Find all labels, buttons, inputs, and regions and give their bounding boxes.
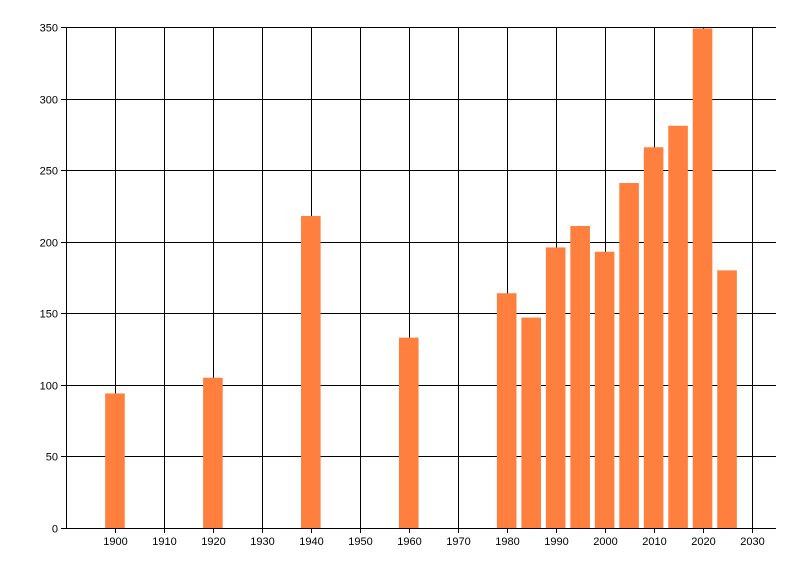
bar — [717, 270, 737, 528]
bar — [594, 251, 615, 528]
x-tick-label: 1990 — [544, 536, 568, 548]
x-tick-label: 1920 — [201, 536, 225, 548]
y-tick-label: 100 — [40, 381, 58, 393]
bar — [570, 225, 590, 528]
bar — [398, 337, 419, 528]
bar — [643, 147, 664, 529]
bar — [496, 293, 517, 528]
y-tick-label: 150 — [40, 309, 58, 321]
y-tick-label: 250 — [40, 166, 58, 178]
x-tick-label: 1900 — [103, 536, 127, 548]
bar — [203, 377, 223, 528]
bar — [545, 247, 566, 528]
bar — [105, 393, 125, 528]
x-tick-label: 2030 — [740, 536, 764, 548]
x-tick-label: 1930 — [250, 536, 274, 548]
bar — [619, 183, 639, 529]
x-tick-labels: 1900 1910 1920 1930 1940 1950 1960 1970 1980 1990… — [103, 536, 764, 548]
x-tick-label: 1940 — [299, 536, 323, 548]
bar — [668, 125, 688, 529]
y-tick-label: 350 — [40, 23, 58, 35]
y-tick-label: 0 — [52, 524, 58, 536]
x-tick-label: 2000 — [593, 536, 617, 548]
x-tick-label: 2020 — [691, 536, 715, 548]
bar — [521, 317, 541, 528]
bar — [692, 28, 713, 529]
y-tick-labels: 0 50 100 150 200 250 300 350 — [40, 23, 58, 536]
x-tick-label: 1970 — [446, 536, 470, 548]
y-tick-label: 50 — [46, 452, 58, 464]
bar — [301, 215, 321, 528]
x-tick-label: 1960 — [397, 536, 421, 548]
bars — [105, 28, 737, 529]
x-tick-label: 1980 — [495, 536, 519, 548]
y-tick-label: 200 — [40, 238, 58, 250]
x-tick-label: 1950 — [348, 536, 372, 548]
y-tick-label: 300 — [40, 95, 58, 107]
axes — [61, 27, 776, 533]
x-tick-label: 2010 — [642, 536, 666, 548]
x-tick-label: 1910 — [152, 536, 176, 548]
